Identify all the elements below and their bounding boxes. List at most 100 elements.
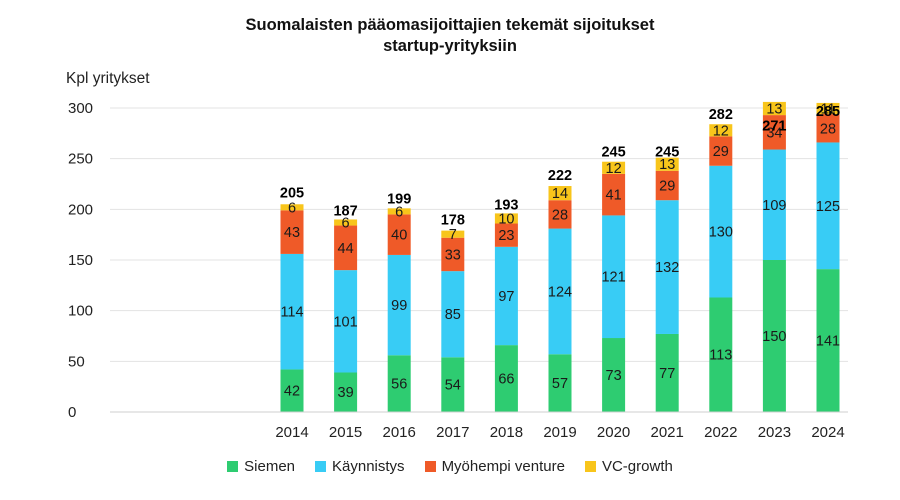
data-label: 23	[498, 228, 514, 244]
bar-segment	[762, 260, 786, 412]
total-label: 271	[762, 118, 786, 134]
data-label: 121	[601, 270, 625, 286]
data-label: 34	[766, 125, 782, 141]
bar-segment	[709, 124, 733, 137]
bar-segment	[548, 186, 572, 201]
data-label: 29	[713, 144, 729, 160]
data-label: 109	[762, 198, 786, 214]
y-axis-label: Kpl yritykset	[66, 70, 150, 87]
y-tick-label: 150	[68, 252, 93, 269]
total-label: 178	[441, 213, 465, 229]
bar-segment	[602, 338, 626, 412]
legend: Siemen Käynnistys Myöhempi venture VC-growt…	[0, 458, 900, 475]
legend-swatch	[424, 461, 436, 472]
bar-segment	[762, 149, 786, 260]
total-label: 282	[709, 107, 733, 123]
bar-segment	[762, 101, 786, 116]
legend-swatch	[584, 461, 596, 472]
total-label: 285	[816, 104, 840, 120]
x-tick-label: 2023	[758, 424, 791, 441]
bar-segment	[280, 369, 304, 412]
bar-segment	[280, 253, 304, 370]
x-tick-label: 2016	[383, 424, 416, 441]
data-label: 101	[333, 314, 357, 330]
y-tick-label: 200	[68, 201, 93, 218]
data-label: 11	[820, 102, 835, 118]
bar-segment	[548, 200, 572, 229]
bar-segment	[441, 237, 465, 272]
legend-item: VC-growth	[584, 458, 673, 475]
data-label: 13	[766, 102, 782, 118]
bar-segment	[602, 215, 626, 339]
bar-segment	[441, 271, 465, 358]
bar-segment	[280, 204, 304, 211]
data-label: 66	[498, 372, 514, 388]
x-tick-label: 2015	[329, 424, 362, 441]
data-label: 44	[338, 241, 354, 257]
legend-item: Siemen	[227, 458, 295, 475]
bar-segment	[387, 208, 411, 215]
data-label: 77	[659, 366, 675, 382]
data-label: 28	[552, 207, 568, 223]
data-label: 12	[713, 123, 729, 139]
data-label: 33	[445, 247, 461, 263]
legend-swatch	[227, 461, 239, 472]
legend-label: VC-growth	[601, 458, 673, 475]
bar-segment	[655, 157, 679, 171]
data-label: 125	[816, 199, 840, 215]
data-label: 114	[280, 305, 303, 321]
data-label: 39	[338, 385, 354, 401]
x-tick-label: 2014	[275, 424, 308, 441]
data-label: 10	[498, 211, 514, 227]
legend-label: Käynnistys	[332, 458, 405, 475]
y-tick-label: 250	[68, 151, 93, 168]
y-tick-label: 0	[68, 404, 76, 421]
x-tick-label: 2019	[543, 424, 576, 441]
bar-segment	[494, 246, 518, 346]
data-label: 85	[445, 307, 461, 323]
data-label: 141	[816, 334, 840, 350]
data-label: 7	[449, 227, 457, 243]
x-tick-label: 2021	[651, 424, 684, 441]
data-label: 124	[548, 284, 572, 300]
data-label: 40	[391, 228, 407, 244]
bar-segment	[441, 230, 465, 238]
bar-segment	[334, 270, 358, 373]
data-label: 6	[342, 216, 350, 232]
x-tick-label: 2018	[490, 424, 523, 441]
bar-segment	[548, 354, 572, 412]
bar-segment	[709, 136, 733, 166]
data-label: 150	[762, 329, 786, 345]
data-label: 29	[659, 179, 675, 195]
data-label: 113	[709, 348, 732, 364]
data-label: 54	[445, 378, 461, 394]
data-label: 130	[709, 225, 733, 241]
legend-swatch	[315, 461, 327, 472]
bar-segment	[602, 173, 626, 216]
x-tick-label: 2024	[811, 424, 844, 441]
bar-segment	[762, 115, 786, 150]
bar-segment	[387, 254, 411, 356]
data-label: 99	[391, 298, 407, 314]
data-label: 57	[552, 376, 568, 392]
total-label: 222	[548, 168, 572, 184]
x-tick-label: 2022	[704, 424, 737, 441]
bar-segment	[494, 223, 518, 247]
y-tick-label: 300	[68, 100, 93, 117]
data-label: 28	[820, 121, 836, 137]
bar-segment	[387, 214, 411, 255]
total-label: 245	[655, 145, 679, 161]
bar-segment	[816, 114, 840, 143]
x-tick-label: 2020	[597, 424, 630, 441]
bar-segment	[494, 213, 518, 224]
data-label: 56	[391, 377, 407, 393]
bar-segment	[655, 333, 679, 412]
chart-title-line1: Suomalaisten pääomasijoittajien tekemät …	[245, 16, 655, 34]
data-label: 73	[606, 368, 622, 384]
data-label: 41	[606, 188, 622, 204]
data-label: 132	[655, 260, 679, 276]
bar-segment	[441, 357, 465, 412]
bar-segment	[334, 225, 358, 271]
total-label: 199	[387, 191, 411, 207]
